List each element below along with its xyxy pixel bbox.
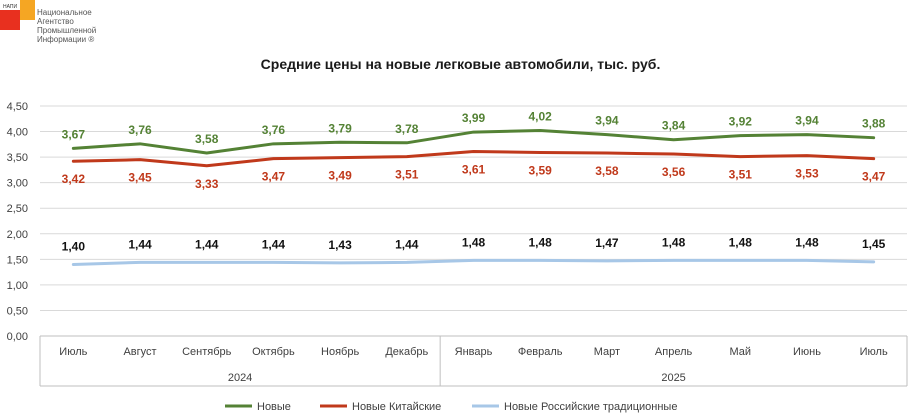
logo-red-square (0, 10, 20, 30)
data-label: 3,67 (62, 127, 86, 141)
data-label: 3,45 (128, 171, 152, 185)
x-tick-label: Январь (455, 346, 493, 358)
data-label: 1,44 (395, 237, 419, 251)
data-label: 3,53 (795, 167, 819, 181)
data-label: 3,59 (529, 164, 553, 178)
y-tick-label: 2,00 (7, 229, 28, 241)
logo: НАПИ Национальное Агентство Промышленной… (0, 0, 110, 56)
y-tick-label: 0,50 (7, 305, 28, 317)
x-tick-label: Октябрь (252, 346, 295, 358)
y-tick-label: 1,50 (7, 254, 28, 266)
series-line-2 (71, 149, 876, 168)
y-tick-label: 4,00 (7, 127, 28, 139)
data-label: 1,48 (729, 235, 753, 249)
logo-line: Национальное (37, 8, 92, 17)
legend-label: Новые Китайские (352, 401, 441, 413)
data-label: 3,51 (729, 168, 753, 182)
x-tick-label: Май (729, 346, 751, 358)
chart-title: Средние цены на новые легковые автомобил… (260, 56, 661, 72)
y-tick-label: 0,00 (7, 331, 28, 343)
data-label: 3,61 (462, 162, 486, 176)
x-tick-label: Июль (860, 346, 888, 358)
data-label: 1,40 (62, 239, 86, 253)
y-tick-label: 1,00 (7, 280, 28, 292)
data-label: 1,48 (529, 235, 553, 249)
data-label: 3,94 (595, 114, 619, 128)
data-label: 3,49 (328, 169, 352, 183)
x-tick-label: Декабрь (385, 346, 428, 358)
y-tick-label: 4,50 (7, 101, 28, 113)
data-label: 1,48 (462, 235, 486, 249)
logo-abbreviation: НАПИ (3, 4, 18, 10)
x-tick-label: Февраль (518, 346, 563, 358)
logo-orange-square (20, 0, 35, 20)
logo-line: Информации ® (37, 35, 95, 44)
data-label: 3,47 (862, 170, 886, 184)
logo-text: Национальное Агентство Промышленной Инфо… (37, 8, 117, 44)
data-label: 3,58 (195, 132, 219, 146)
data-label: 1,44 (262, 237, 286, 251)
data-label: 1,45 (862, 237, 886, 251)
series-line-1 (71, 129, 876, 155)
data-label: 3,51 (395, 168, 419, 182)
data-label: 3,58 (595, 164, 619, 178)
x-tick-label: Март (594, 346, 620, 358)
data-label: 1,43 (328, 238, 352, 252)
x-tick-label: Ноябрь (321, 346, 359, 358)
data-label: 3,47 (262, 170, 286, 184)
data-label: 3,94 (795, 114, 819, 128)
series-line-3 (71, 258, 876, 266)
data-label: 3,99 (462, 111, 486, 125)
data-label: 1,48 (662, 235, 686, 249)
data-label: 3,76 (128, 123, 152, 137)
y-tick-label: 3,00 (7, 178, 28, 190)
x-tick-label: Апрель (655, 346, 693, 358)
data-label: 3,84 (662, 119, 686, 133)
x-tick-label: Июль (59, 346, 87, 358)
data-label: 3,92 (729, 115, 753, 129)
data-label: 3,42 (62, 172, 86, 186)
data-label: 3,56 (662, 165, 686, 179)
data-label: 1,47 (595, 236, 619, 250)
data-label: 1,44 (128, 237, 152, 251)
data-label: 3,79 (328, 121, 352, 135)
x-group-label: 2025 (661, 372, 685, 384)
data-label: 3,76 (262, 123, 286, 137)
data-label: 3,88 (862, 117, 886, 131)
logo-line: Агентство (37, 17, 74, 26)
x-group-label: 2024 (228, 372, 252, 384)
x-tick-label: Сентябрь (182, 346, 232, 358)
data-label: 1,44 (195, 237, 219, 251)
legend-label: Новые (257, 401, 291, 413)
data-label: 4,02 (529, 110, 553, 124)
data-label: 3,33 (195, 177, 219, 191)
data-label: 1,48 (795, 235, 819, 249)
x-tick-label: Июнь (793, 346, 821, 358)
y-tick-label: 2,50 (7, 203, 28, 215)
data-label: 3,78 (395, 122, 419, 136)
logo-line: Промышленной (37, 26, 97, 35)
y-tick-label: 3,50 (7, 152, 28, 164)
legend-label: Новые Российские традиционные (504, 401, 677, 413)
x-tick-label: Август (123, 346, 156, 358)
